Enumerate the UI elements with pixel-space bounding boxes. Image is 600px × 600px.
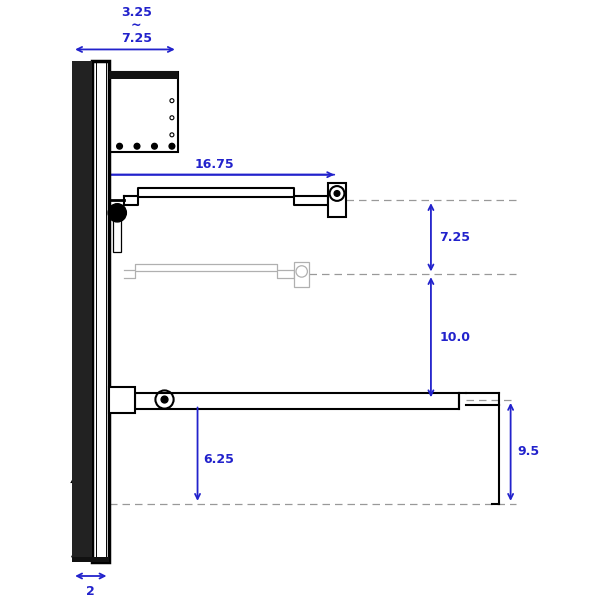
Bar [109,72,178,152]
Circle shape [108,204,127,222]
Bar [109,71,178,79]
Bar [328,183,346,217]
Circle shape [117,143,122,149]
Bar [113,213,121,251]
Bar [109,387,135,413]
Bar [135,393,460,409]
Text: 6.25: 6.25 [203,454,234,466]
Text: 3.25
~
7.25: 3.25 ~ 7.25 [121,6,152,45]
Text: 2: 2 [86,584,95,598]
Circle shape [161,396,168,403]
Polygon shape [73,505,109,557]
Text: 7.25: 7.25 [439,231,470,244]
Circle shape [169,143,175,149]
Circle shape [152,143,157,149]
Polygon shape [73,413,109,482]
Bar [73,557,109,562]
Circle shape [334,191,340,196]
Text: 16.75: 16.75 [195,158,235,170]
Bar [92,61,109,562]
Bar [73,61,92,562]
Text: 10.0: 10.0 [439,331,470,344]
Circle shape [134,143,140,149]
Bar [295,262,309,287]
Text: 9.5: 9.5 [517,445,539,458]
